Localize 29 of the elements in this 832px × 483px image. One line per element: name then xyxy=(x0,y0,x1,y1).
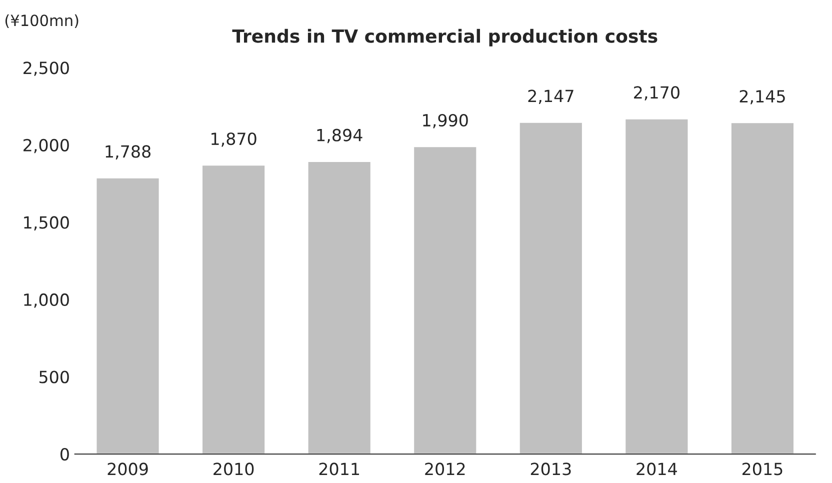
bar xyxy=(624,118,690,454)
x-tick-label: 2012 xyxy=(425,462,465,476)
x-tick-label: 2010 xyxy=(214,462,254,476)
y-tick-label: 2,500 xyxy=(24,62,69,76)
y-tick-label: 1,500 xyxy=(24,216,69,230)
data-label: 1,788 xyxy=(106,145,150,160)
bar xyxy=(412,146,478,454)
chart-title: Trends in TV commercial production costs xyxy=(232,28,658,46)
data-label: 1,894 xyxy=(317,128,362,144)
y-tick-label: 1,000 xyxy=(24,293,69,308)
bar xyxy=(201,164,266,454)
data-label: 1,870 xyxy=(212,132,256,147)
bar xyxy=(730,122,795,454)
data-label: 2,145 xyxy=(740,90,785,104)
bar xyxy=(306,160,372,454)
bar xyxy=(95,176,160,454)
x-tick-label: 2015 xyxy=(742,462,782,476)
x-tick-label: 2011 xyxy=(319,462,360,476)
data-label: 2,147 xyxy=(528,90,574,104)
data-label: 1,990 xyxy=(423,114,468,128)
y-tick-label: 2,000 xyxy=(24,138,69,154)
bar xyxy=(518,121,584,454)
x-tick-label: 2014 xyxy=(636,462,677,476)
x-tick-label: 2013 xyxy=(530,462,571,476)
y-axis-title: (¥100mn) xyxy=(5,14,78,28)
y-tick-label: 0 xyxy=(60,448,69,461)
x-tick-label: 2009 xyxy=(108,462,148,476)
data-label: 2,170 xyxy=(634,86,680,100)
y-tick-label: 500 xyxy=(39,370,69,384)
